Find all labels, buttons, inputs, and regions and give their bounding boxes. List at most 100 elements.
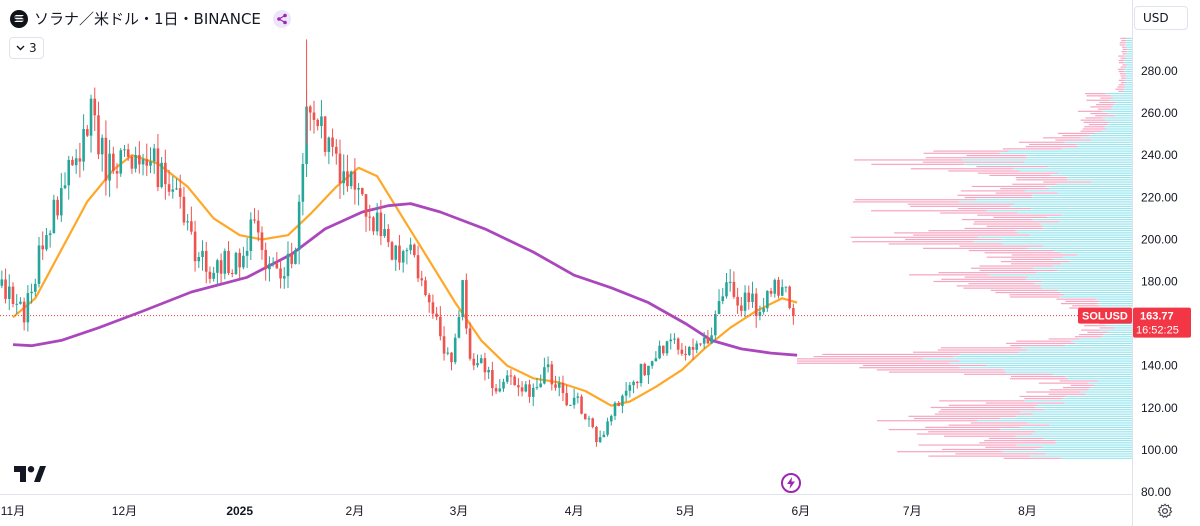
volume-bar-down <box>1082 128 1106 130</box>
volume-bar-up <box>1021 347 1132 349</box>
volume-bar-down <box>948 170 1020 172</box>
candle <box>41 231 45 260</box>
x-tick-label: 2025 <box>226 504 253 518</box>
currency-button[interactable]: USD <box>1134 6 1188 30</box>
candle <box>472 353 476 371</box>
gear-icon[interactable] <box>1156 502 1174 520</box>
volume-bar-down <box>1100 97 1114 99</box>
volume-bar-down <box>1120 57 1127 59</box>
candle <box>509 369 513 385</box>
candle <box>662 345 665 356</box>
share-icon[interactable] <box>272 9 291 28</box>
volume-bar-up <box>1043 409 1132 411</box>
candle <box>323 116 327 157</box>
volume-bar-up <box>1047 216 1132 219</box>
candle <box>82 114 85 171</box>
volume-bar-up <box>1088 382 1132 384</box>
volume-bar-up <box>1094 384 1132 386</box>
candlesticks <box>0 39 795 447</box>
volume-bar-up <box>1091 181 1132 183</box>
candle <box>123 144 126 157</box>
indicators-toggle[interactable]: 3 <box>9 37 44 59</box>
volume-bar-up <box>1026 154 1132 157</box>
volume-bar-down <box>1083 121 1110 123</box>
volume-bar-up <box>1098 303 1132 305</box>
volume-bar-down <box>1119 73 1126 75</box>
volume-bar-down <box>1122 64 1127 66</box>
volume-bar-up <box>1042 280 1132 283</box>
candle <box>349 170 353 190</box>
candle <box>45 228 48 252</box>
volume-bar-down <box>933 280 1043 283</box>
volume-bar-down <box>907 203 1015 205</box>
volume-bar-down <box>925 157 1027 159</box>
price-label-bg <box>1133 307 1191 338</box>
volume-bar-up <box>1104 119 1132 121</box>
symbol-label-bg <box>1078 307 1132 324</box>
candle <box>197 252 201 268</box>
volume-bar-up <box>1057 192 1132 194</box>
candle <box>353 158 357 205</box>
volume-bar-down <box>1010 263 1062 265</box>
ma-slow-line <box>12 202 798 357</box>
volume-bar-down <box>913 417 1001 420</box>
volume-bar-up <box>1065 395 1132 398</box>
volume-bar-up <box>1070 340 1132 342</box>
volume-bar-down <box>928 431 1035 433</box>
candle <box>632 380 635 394</box>
candle <box>268 256 271 282</box>
volume-bar-down <box>955 453 1046 455</box>
volume-bar-up <box>1031 433 1132 435</box>
volume-bar-down <box>1079 333 1104 336</box>
volume-bar-up <box>1042 446 1132 448</box>
candle <box>528 379 531 403</box>
candle <box>368 204 372 231</box>
candle <box>576 392 580 404</box>
volume-bar-up <box>1032 196 1132 199</box>
volume-bar-up <box>988 274 1132 276</box>
volume-bar-up <box>977 236 1132 238</box>
candle <box>398 234 401 271</box>
volume-bar-down <box>984 440 1056 442</box>
candle <box>714 310 717 342</box>
x-tick-label: 8月 <box>1018 504 1037 518</box>
volume-bar-down <box>1099 101 1116 104</box>
volume-bar-down <box>797 358 924 360</box>
volume-bar-down <box>852 241 974 243</box>
candle <box>446 347 450 356</box>
candle <box>583 413 587 420</box>
volume-bar-up <box>1045 185 1132 188</box>
volume-bar-down <box>1121 46 1126 48</box>
volume-bar-up <box>1108 331 1132 333</box>
indicator-count: 3 <box>29 41 37 55</box>
candle <box>334 139 338 165</box>
x-tick-label: 7月 <box>903 504 922 518</box>
volume-bar-up <box>962 159 1132 161</box>
candle <box>498 379 502 393</box>
volume-bar-up <box>959 367 1132 369</box>
volume-bar-down <box>1010 378 1068 380</box>
candle <box>383 213 386 238</box>
volume-bar-up <box>1055 440 1132 442</box>
candle <box>30 283 33 304</box>
lightning-icon[interactable] <box>781 473 801 493</box>
y-tick-label: 140.00 <box>1141 359 1178 373</box>
volume-bar-up <box>959 353 1132 356</box>
volume-bar-up <box>1045 453 1132 455</box>
volume-bar-up <box>1115 101 1132 104</box>
candle <box>346 154 349 192</box>
candle <box>743 285 747 318</box>
candle <box>420 270 424 287</box>
y-tick-label: 120.00 <box>1141 401 1178 415</box>
volume-bar-down <box>937 349 1028 351</box>
volume-bar-down <box>1055 139 1091 141</box>
volume-bar-down <box>939 400 1025 402</box>
volume-bar-up <box>949 362 1132 364</box>
candle <box>227 241 230 276</box>
volume-bar-up <box>977 420 1132 422</box>
candle <box>688 345 691 357</box>
candle <box>777 276 780 299</box>
volume-bar-down <box>928 230 1016 232</box>
volume-bar-down <box>993 216 1048 219</box>
